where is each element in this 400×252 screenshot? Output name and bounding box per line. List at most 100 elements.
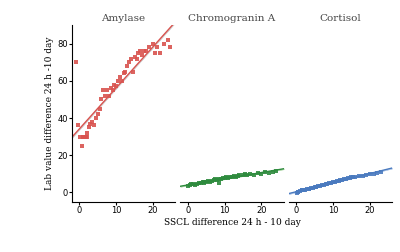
- Point: [335, 179, 342, 183]
- Point: [231, 174, 237, 178]
- Point: [304, 186, 310, 191]
- Point: [89, 120, 96, 124]
- Point: [115, 79, 121, 83]
- Point: [188, 182, 195, 186]
- Point: [207, 180, 213, 184]
- Point: [352, 175, 358, 179]
- Point: [139, 53, 145, 57]
- Point: [222, 176, 228, 180]
- Point: [328, 181, 334, 185]
- Point: [72, 60, 79, 64]
- Point: [332, 180, 338, 184]
- Point: [324, 182, 331, 186]
- Point: [266, 171, 272, 175]
- Point: [370, 172, 377, 176]
- Point: [102, 94, 108, 98]
- Point: [298, 188, 305, 193]
- Point: [232, 175, 239, 179]
- Point: [356, 174, 362, 178]
- Point: [216, 177, 222, 181]
- Point: [154, 45, 160, 49]
- Y-axis label: Lab value difference 24 h -10 day: Lab value difference 24 h -10 day: [46, 37, 54, 190]
- Point: [142, 49, 149, 53]
- Point: [80, 135, 86, 139]
- Point: [240, 173, 246, 177]
- Point: [122, 70, 129, 74]
- Point: [109, 88, 116, 92]
- Point: [126, 60, 132, 64]
- Point: [225, 176, 232, 180]
- Point: [378, 170, 384, 174]
- Point: [302, 187, 308, 192]
- Point: [106, 94, 112, 98]
- Point: [98, 98, 105, 102]
- Point: [146, 45, 153, 49]
- Point: [118, 79, 125, 83]
- Point: [255, 171, 261, 175]
- Point: [341, 177, 347, 181]
- Point: [363, 173, 369, 177]
- Point: [208, 179, 215, 183]
- Point: [157, 51, 164, 55]
- Point: [79, 144, 86, 148]
- Point: [306, 186, 312, 191]
- Point: [165, 38, 171, 42]
- Point: [330, 180, 336, 184]
- Point: [339, 178, 346, 182]
- Point: [269, 170, 276, 174]
- Point: [322, 182, 329, 186]
- Point: [80, 135, 87, 139]
- Point: [210, 178, 217, 182]
- Point: [205, 179, 211, 183]
- Point: [166, 45, 173, 49]
- Point: [196, 181, 202, 185]
- Point: [359, 174, 366, 178]
- Point: [308, 186, 314, 190]
- Point: [315, 184, 322, 188]
- Point: [343, 177, 349, 181]
- Point: [84, 135, 90, 139]
- Point: [85, 125, 92, 129]
- Point: [216, 181, 222, 185]
- Point: [334, 179, 340, 183]
- Point: [113, 84, 120, 88]
- Point: [374, 171, 380, 175]
- Point: [93, 116, 99, 120]
- Point: [111, 83, 118, 87]
- Point: [74, 123, 81, 128]
- Point: [348, 175, 355, 179]
- Point: [294, 191, 300, 195]
- Point: [82, 135, 88, 139]
- Point: [161, 42, 167, 46]
- Point: [120, 72, 127, 76]
- Point: [273, 169, 280, 173]
- Point: [186, 183, 193, 187]
- Point: [251, 173, 257, 177]
- Point: [214, 178, 220, 182]
- Point: [84, 131, 91, 135]
- Point: [192, 183, 198, 187]
- Point: [236, 173, 242, 177]
- Point: [108, 86, 114, 90]
- Point: [201, 181, 208, 185]
- Point: [223, 175, 230, 179]
- Point: [262, 170, 268, 174]
- Point: [128, 57, 134, 61]
- Point: [242, 172, 248, 176]
- Point: [306, 186, 312, 191]
- Point: [220, 176, 226, 180]
- Point: [199, 180, 206, 184]
- Point: [130, 70, 136, 74]
- Point: [185, 184, 192, 188]
- Title: Chromogranin A: Chromogranin A: [188, 14, 276, 23]
- Point: [310, 186, 316, 190]
- Point: [100, 88, 106, 92]
- Point: [319, 183, 325, 187]
- Point: [104, 88, 110, 92]
- Point: [201, 180, 208, 184]
- Point: [96, 107, 103, 111]
- Point: [95, 112, 101, 116]
- Point: [194, 182, 200, 186]
- Point: [247, 172, 254, 176]
- Point: [124, 64, 130, 68]
